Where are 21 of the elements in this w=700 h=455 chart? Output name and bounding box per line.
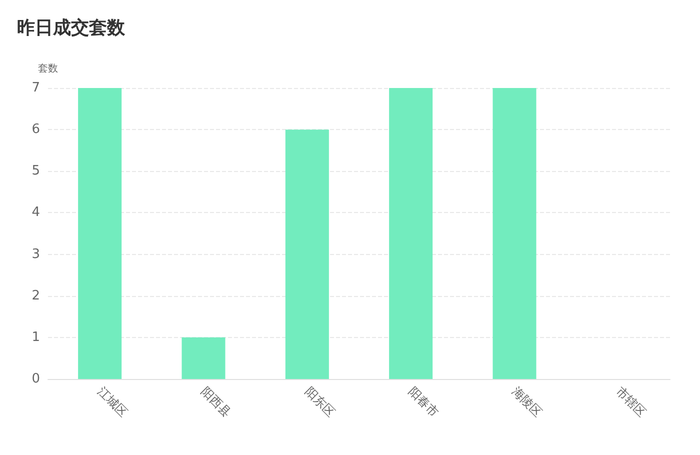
bar xyxy=(182,337,226,379)
y-tick-label: 1 xyxy=(32,330,40,345)
y-tick-label: 0 xyxy=(32,372,40,386)
x-tick-label: 阳春市 xyxy=(406,384,442,420)
y-tick-label: 5 xyxy=(32,164,40,179)
x-tick-label: 江城区 xyxy=(94,384,130,420)
y-tick-label: 3 xyxy=(32,246,40,262)
bar xyxy=(389,88,433,379)
bar xyxy=(78,88,122,379)
y-tick-label: 2 xyxy=(32,288,40,304)
y-tick-label: 7 xyxy=(32,80,40,96)
x-tick-label: 阳西县 xyxy=(198,384,234,420)
bar xyxy=(285,130,329,379)
x-tick-label: 海陵区 xyxy=(510,384,545,420)
y-tick-label: 4 xyxy=(32,205,40,220)
bar xyxy=(492,88,536,379)
y-tick-label: 6 xyxy=(32,122,40,138)
chart-title: 昨日成交套数 xyxy=(17,18,126,38)
y-axis-title: 套数 xyxy=(38,62,58,74)
x-tick-label: 市辖区 xyxy=(613,384,649,420)
x-tick-label: 阳东区 xyxy=(302,384,338,420)
